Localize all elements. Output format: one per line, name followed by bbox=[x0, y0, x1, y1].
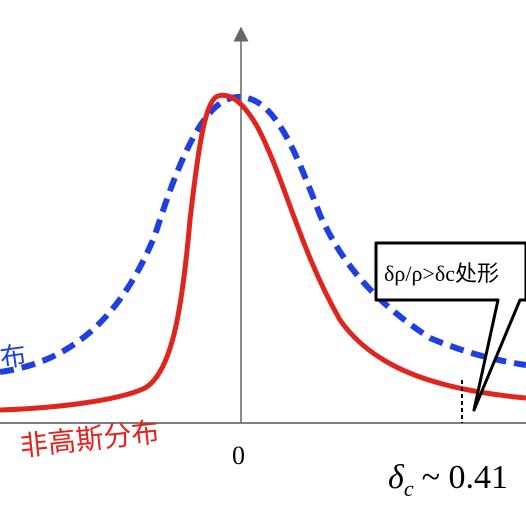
non-gaussian-curve bbox=[0, 92, 526, 413]
threshold-subscript: c bbox=[404, 476, 414, 501]
origin-tick-label: 0 bbox=[232, 441, 245, 470]
gaussian-curve bbox=[0, 93, 526, 375]
callout-box bbox=[374, 241, 526, 412]
threshold-value: ~ 0.41 bbox=[422, 459, 508, 496]
gaussian-label-fragment: 布 bbox=[0, 341, 28, 374]
callout-text: δρ/ρ>δc处形 bbox=[384, 261, 499, 286]
threshold-label: δc ~ 0.41 bbox=[388, 459, 508, 501]
threshold-symbol: δ bbox=[388, 459, 405, 496]
